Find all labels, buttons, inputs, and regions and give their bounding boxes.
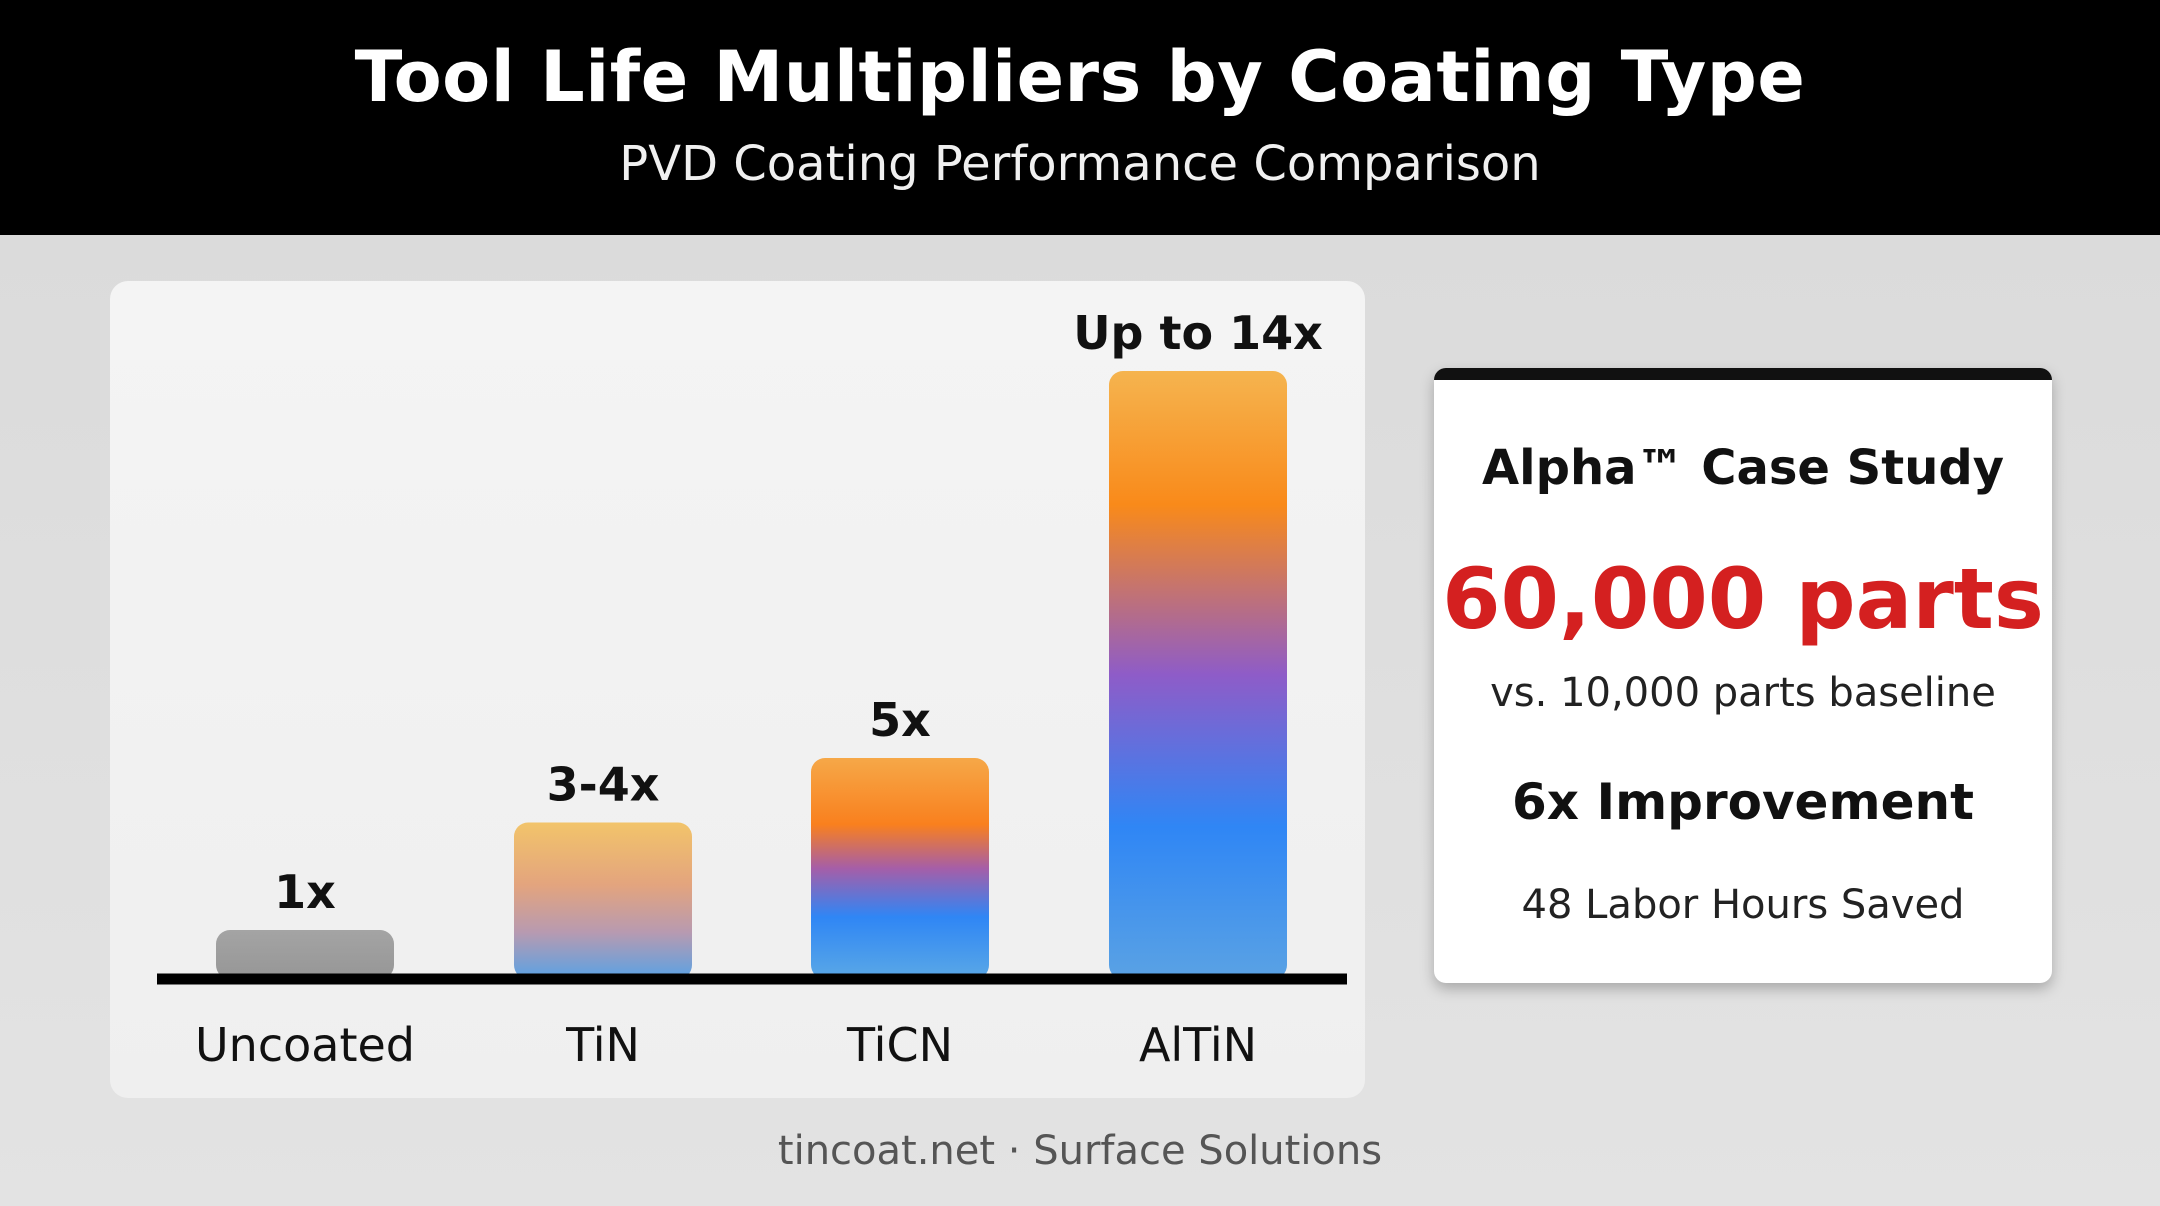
case-study-card: Alpha™ Case Study 60,000 parts vs. 10,00…: [1434, 368, 2052, 983]
bar-altin: [1109, 371, 1287, 979]
case-study-title: Alpha™ Case Study: [1481, 440, 2005, 496]
header: Tool Life Multipliers by Coating Type PV…: [0, 0, 2160, 235]
value-label-uncoated: 1x: [274, 865, 336, 919]
value-label-altin: Up to 14x: [1073, 306, 1323, 360]
chart-panel: 1x Uncoated 3-4x TiN 5x TiCN Up to 14x AlTiN: [110, 281, 1365, 1098]
bar-ticn: [811, 758, 989, 979]
category-label-tin: TiN: [565, 1018, 640, 1072]
case-study-improvement: 6x Improvement: [1512, 773, 1974, 831]
category-label-ticn: TiCN: [846, 1018, 953, 1072]
chart-title: Tool Life Multipliers by Coating Type: [354, 36, 1806, 118]
value-label-ticn: 5x: [869, 693, 931, 747]
chart-subtitle: PVD Coating Performance Comparison: [619, 136, 1541, 192]
bar-chart: 1x Uncoated 3-4x TiN 5x TiCN Up to 14x AlTiN: [157, 306, 1347, 1072]
bar-uncoated: [216, 930, 394, 979]
case-study-hours-saved: 48 Labor Hours Saved: [1521, 882, 1965, 928]
category-label-uncoated: Uncoated: [195, 1018, 415, 1072]
value-label-tin: 3-4x: [547, 758, 660, 812]
footer-text: tincoat.net · Surface Solutions: [777, 1128, 1383, 1174]
category-label-altin: AlTiN: [1139, 1018, 1257, 1072]
case-study-baseline: vs. 10,000 parts baseline: [1490, 670, 1996, 716]
case-study-headline: 60,000 parts: [1442, 550, 2044, 648]
bar-tin: [514, 822, 692, 979]
